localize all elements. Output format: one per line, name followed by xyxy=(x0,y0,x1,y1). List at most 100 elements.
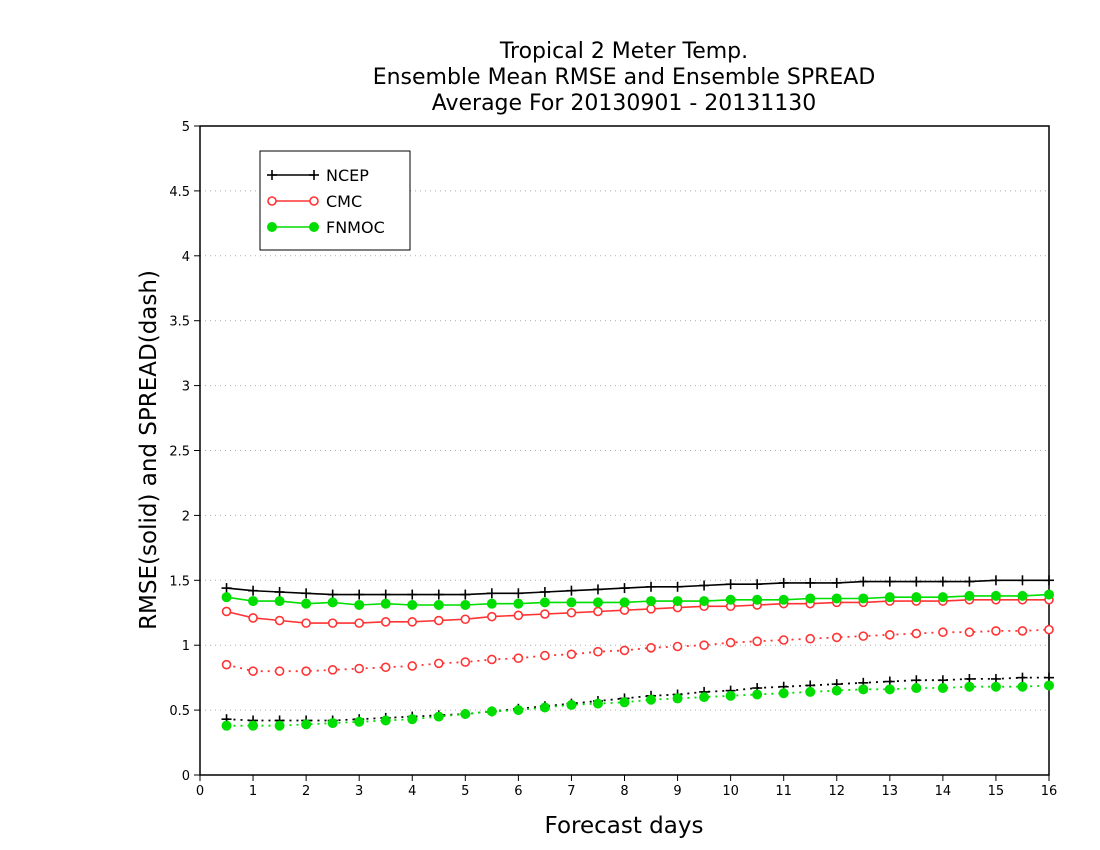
point-cmc-spread-3 xyxy=(301,666,311,676)
point-cmc-spread-5 xyxy=(354,663,364,674)
point-cmc-spread-9 xyxy=(460,657,471,667)
y-tick-label-8: 4 xyxy=(182,250,190,265)
point-ncep-rmse-31 xyxy=(1044,575,1054,586)
x-tick-label-3: 3 xyxy=(355,784,363,799)
point-fnmoc-rmse-8 xyxy=(433,599,444,610)
point-cmc-rmse-2 xyxy=(274,615,285,626)
point-cmc-rmse-4 xyxy=(327,618,338,628)
point-fnmoc-spread-13 xyxy=(566,699,577,710)
point-cmc-spread-28 xyxy=(964,627,975,638)
legend-marker-fnmoc-right xyxy=(309,222,319,232)
point-fnmoc-spread-4 xyxy=(327,718,338,729)
point-cmc-rmse-9 xyxy=(460,614,471,625)
point-cmc-spread-25 xyxy=(885,630,895,640)
series-fnmoc-spread xyxy=(221,680,1054,731)
point-fnmoc-rmse-21 xyxy=(778,594,789,605)
point-fnmoc-rmse-7 xyxy=(407,599,418,610)
x-tick-label-0: 0 xyxy=(196,784,204,799)
point-cmc-rmse-1 xyxy=(248,613,258,623)
point-cmc-rmse-10 xyxy=(487,611,497,622)
series-cmc-spread xyxy=(221,624,1054,676)
point-fnmoc-rmse-9 xyxy=(460,599,471,610)
y-tick-label-5: 2.5 xyxy=(169,445,190,460)
line-ncep-spread xyxy=(226,676,1049,722)
y-tick-label-4: 2 xyxy=(182,509,190,524)
point-cmc-rmse-3 xyxy=(301,618,311,628)
legend-marker-ncep-right xyxy=(309,170,319,180)
legend: NCEP CMC FNMOC xyxy=(259,150,411,251)
point-cmc-spread-21 xyxy=(778,635,789,645)
point-ncep-rmse-25 xyxy=(884,576,895,587)
point-fnmoc-rmse-10 xyxy=(486,598,497,609)
point-fnmoc-spread-29 xyxy=(990,681,1001,692)
point-ncep-rmse-22 xyxy=(805,577,816,588)
point-cmc-spread-23 xyxy=(831,632,842,643)
legend-marker-cmc-left xyxy=(267,196,277,206)
point-ncep-rmse-0 xyxy=(221,583,232,594)
point-fnmoc-spread-12 xyxy=(539,702,550,713)
legend-marker-fnmoc-left xyxy=(267,222,277,232)
point-fnmoc-rmse-20 xyxy=(752,594,763,605)
point-cmc-spread-17 xyxy=(672,641,683,652)
point-fnmoc-rmse-31 xyxy=(1044,589,1054,600)
x-axis-label: Forecast days xyxy=(545,813,704,839)
point-fnmoc-rmse-27 xyxy=(937,592,948,603)
point-fnmoc-spread-18 xyxy=(699,692,710,703)
point-cmc-spread-8 xyxy=(433,658,444,669)
point-cmc-rmse-13 xyxy=(566,607,577,618)
chart-title-line-1: Tropical 2 Meter Temp. xyxy=(499,39,748,64)
point-cmc-spread-1 xyxy=(248,666,258,676)
point-cmc-spread-29 xyxy=(991,626,1001,636)
point-fnmoc-rmse-2 xyxy=(274,596,285,607)
point-fnmoc-spread-0 xyxy=(221,720,232,731)
point-ncep-rmse-10 xyxy=(486,588,497,599)
point-fnmoc-spread-24 xyxy=(858,684,869,695)
line-fnmoc-spread xyxy=(226,684,1050,727)
y-tick-label-10: 5 xyxy=(182,120,190,135)
point-cmc-spread-11 xyxy=(513,653,524,663)
point-cmc-spread-24 xyxy=(858,631,869,641)
line-fnmoc-rmse xyxy=(226,593,1050,606)
point-fnmoc-rmse-3 xyxy=(301,598,312,609)
point-fnmoc-spread-23 xyxy=(831,685,842,696)
chart-title-block: Tropical 2 Meter Temp. Ensemble Mean RMS… xyxy=(373,39,876,116)
point-ncep-rmse-5 xyxy=(354,589,365,600)
point-cmc-spread-26 xyxy=(911,628,922,639)
point-cmc-rmse-7 xyxy=(407,617,418,627)
x-tick-label-13: 13 xyxy=(882,784,899,799)
point-cmc-spread-27 xyxy=(938,627,948,638)
point-ncep-rmse-24 xyxy=(858,576,869,587)
point-cmc-spread-7 xyxy=(407,661,418,671)
x-tick-label-11: 11 xyxy=(775,784,792,799)
point-fnmoc-rmse-23 xyxy=(831,593,842,604)
point-cmc-spread-31 xyxy=(1044,624,1054,635)
y-axis: 0 0.5 1 1.5 2 2.5 3 3.5 4 4.5 5 xyxy=(169,120,200,784)
point-cmc-spread-30 xyxy=(1017,626,1028,636)
point-fnmoc-spread-10 xyxy=(486,706,497,717)
point-cmc-rmse-6 xyxy=(380,617,391,627)
point-fnmoc-spread-8 xyxy=(433,711,444,722)
point-fnmoc-spread-3 xyxy=(301,719,312,730)
x-tick-label-15: 15 xyxy=(988,784,1005,799)
point-ncep-rmse-20 xyxy=(752,579,763,590)
x-tick-label-7: 7 xyxy=(567,784,575,799)
point-ncep-rmse-23 xyxy=(831,577,842,588)
point-ncep-rmse-8 xyxy=(433,589,444,600)
y-tick-label-6: 3 xyxy=(182,380,190,395)
point-fnmoc-spread-1 xyxy=(248,720,259,731)
point-fnmoc-spread-17 xyxy=(672,693,683,704)
point-cmc-spread-20 xyxy=(752,636,762,647)
line-cmc-spread xyxy=(226,628,1050,673)
point-cmc-rmse-14 xyxy=(593,606,603,617)
point-cmc-spread-13 xyxy=(566,649,577,660)
point-cmc-spread-15 xyxy=(619,645,630,656)
point-ncep-rmse-3 xyxy=(301,588,312,599)
point-fnmoc-rmse-0 xyxy=(221,592,232,603)
x-tick-label-2: 2 xyxy=(302,784,310,799)
y-tick-label-0: 0 xyxy=(182,769,190,784)
point-fnmoc-spread-31 xyxy=(1044,680,1054,691)
point-ncep-rmse-9 xyxy=(460,589,471,600)
series-ncep-rmse xyxy=(221,575,1054,600)
point-fnmoc-rmse-17 xyxy=(672,596,683,607)
